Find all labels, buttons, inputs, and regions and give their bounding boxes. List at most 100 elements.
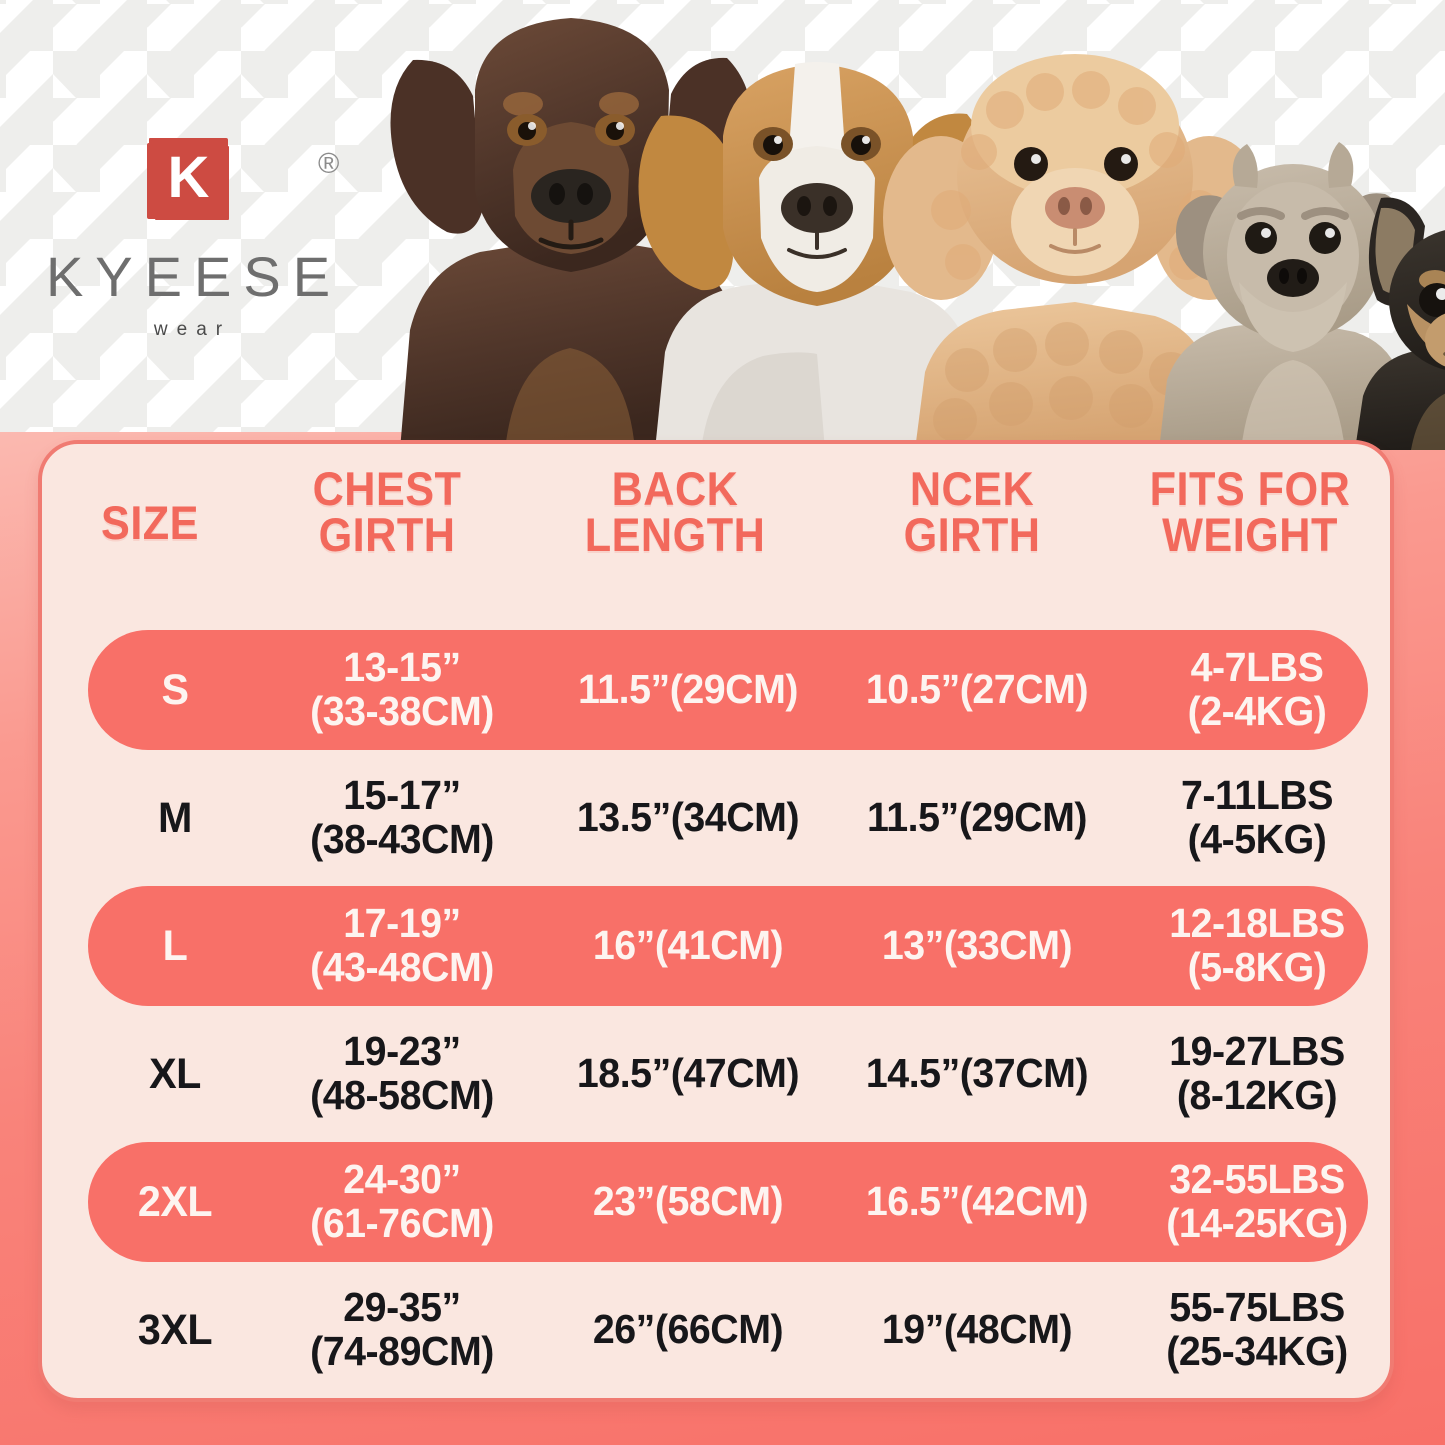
dog-beagle xyxy=(638,62,993,450)
column-header-neck-line2: GIRTH xyxy=(903,508,1041,562)
cell-chest-girth-line: 24-30” xyxy=(343,1156,461,1203)
cell-neck-girth-line: 13”(33CM) xyxy=(881,922,1073,969)
cell-size: M xyxy=(84,754,266,882)
cell-chest-girth-line: (74-89CM) xyxy=(310,1328,494,1374)
cell-fits-for-weight-line: 19-27LBS xyxy=(1169,1028,1345,1075)
cell-neck-girth: 16.5”(42CM) xyxy=(838,1138,1116,1266)
brand-logo: ® K KYEESE wear xyxy=(28,140,348,341)
cell-neck-girth-line: 19”(48CM) xyxy=(881,1306,1073,1353)
cell-back-length-line: 18.5”(47CM) xyxy=(576,1050,800,1097)
cell-back-length-line: 23”(58CM) xyxy=(592,1178,784,1225)
cell-chest-girth: 19-23” (48-58CM) xyxy=(258,1010,546,1138)
cell-fits-for-weight: 19-27LBS (8-12KG) xyxy=(1118,1010,1390,1138)
cell-size: S xyxy=(84,626,266,754)
cell-neck-girth: 19”(48CM) xyxy=(838,1266,1116,1394)
column-header-weight-line2: WEIGHT xyxy=(1162,508,1338,562)
cell-fits-for-weight: 12-18LBS (5-8KG) xyxy=(1118,882,1390,1010)
column-header-fits-for-weight: FITS FOR WEIGHT xyxy=(1112,465,1388,562)
cell-chest-girth-line: (33-38CM) xyxy=(310,688,494,734)
cell-fits-for-weight-line: 32-55LBS xyxy=(1169,1156,1345,1203)
column-header-back-line2: LENGTH xyxy=(584,508,766,562)
cell-chest-girth-line: (48-58CM) xyxy=(310,1072,494,1118)
cell-size-line: 3XL xyxy=(137,1306,213,1354)
cell-chest-girth-line: 15-17” xyxy=(343,772,461,819)
cell-fits-for-weight: 7-11LBS (4-5KG) xyxy=(1118,754,1390,882)
cell-fits-for-weight-line: 55-75LBS xyxy=(1169,1284,1345,1331)
column-header-chest-girth: CHEST GIRTH xyxy=(249,465,525,562)
dog-chihuahua xyxy=(1355,197,1445,450)
cell-size: XL xyxy=(84,1010,266,1138)
cell-fits-for-weight-line: (14-25KG) xyxy=(1166,1200,1348,1246)
cell-chest-girth-line: 13-15” xyxy=(343,644,461,691)
table-row: S 13-15” (33-38CM) 11.5”(29CM) 10.5”(27CM) 4-… xyxy=(42,626,1390,754)
cell-back-length-line: 13.5”(34CM) xyxy=(576,794,800,841)
cell-chest-girth: 29-35” (74-89CM) xyxy=(258,1266,546,1394)
cell-size-line: L xyxy=(162,922,188,970)
cell-chest-girth-line: (61-76CM) xyxy=(310,1200,494,1246)
registered-trademark-icon: ® xyxy=(318,148,340,180)
size-chart-rows: S 13-15” (33-38CM) 11.5”(29CM) 10.5”(27CM) 4-… xyxy=(42,626,1390,1394)
table-row: XL 19-23” (48-58CM) 18.5”(47CM) 14.5”(37CM) 1… xyxy=(42,1010,1390,1138)
cell-chest-girth-line: (43-48CM) xyxy=(310,944,494,990)
table-row: 2XL 24-30” (61-76CM) 23”(58CM) 16.5”(42CM) 32… xyxy=(42,1138,1390,1266)
cell-back-length: 16”(41CM) xyxy=(544,882,832,1010)
column-header-chest-line2: GIRTH xyxy=(318,508,456,562)
cell-back-length: 13.5”(34CM) xyxy=(544,754,832,882)
cell-neck-girth: 13”(33CM) xyxy=(838,882,1116,1010)
row-highlight-pill xyxy=(88,1142,1368,1262)
cell-chest-girth: 24-30” (61-76CM) xyxy=(258,1138,546,1266)
cell-fits-for-weight-line: 7-11LBS xyxy=(1181,772,1333,819)
cell-neck-girth-line: 16.5”(42CM) xyxy=(865,1178,1089,1225)
cell-fits-for-weight-line: 12-18LBS xyxy=(1169,900,1345,947)
table-row: L 17-19” (43-48CM) 16”(41CM) 13”(33CM) 12-18L… xyxy=(42,882,1390,1010)
cell-neck-girth-line: 11.5”(29CM) xyxy=(866,794,1088,841)
column-header-chest-line1: CHEST xyxy=(312,462,462,515)
cell-neck-girth: 14.5”(37CM) xyxy=(838,1010,1116,1138)
cell-chest-girth: 13-15” (33-38CM) xyxy=(258,626,546,754)
cell-size-line: XL xyxy=(149,1050,201,1098)
dogs-photo xyxy=(390,18,1445,450)
cell-chest-girth-line: (38-43CM) xyxy=(310,816,494,862)
table-header-row: SIZE CHEST GIRTH BACK LENGTH NCEK GIRTH … xyxy=(42,444,1390,626)
column-header-back-length: BACK LENGTH xyxy=(537,465,813,562)
cell-chest-girth-line: 29-35” xyxy=(343,1284,461,1331)
cell-chest-girth-line: 17-19” xyxy=(343,900,461,947)
cell-back-length: 23”(58CM) xyxy=(544,1138,832,1266)
cell-size: L xyxy=(84,882,266,1010)
cell-fits-for-weight-line: (8-12KG) xyxy=(1176,1072,1338,1118)
cell-fits-for-weight-line: 4-7LBS xyxy=(1190,644,1324,691)
cell-fits-for-weight: 32-55LBS (14-25KG) xyxy=(1118,1138,1390,1266)
cell-back-length: 26”(66CM) xyxy=(544,1266,832,1394)
cell-size-line: M xyxy=(158,794,192,842)
dog-poodle xyxy=(883,54,1267,450)
cell-chest-girth: 17-19” (43-48CM) xyxy=(258,882,546,1010)
brand-tagline: wear xyxy=(153,319,232,340)
cell-size-line: 2XL xyxy=(137,1178,213,1226)
cell-fits-for-weight-line: (2-4KG) xyxy=(1187,688,1327,734)
table-row: M 15-17” (38-43CM) 13.5”(34CM) 11.5”(29CM) 7-… xyxy=(42,754,1390,882)
cell-neck-girth-line: 14.5”(37CM) xyxy=(865,1050,1089,1097)
table-row: 3XL 29-35” (74-89CM) 26”(66CM) 19”(48CM) 55-7… xyxy=(42,1266,1390,1394)
cell-fits-for-weight-line: (5-8KG) xyxy=(1187,944,1327,990)
column-header-size: SIZE xyxy=(101,496,199,549)
logo-letter: K xyxy=(167,145,210,210)
cell-fits-for-weight: 55-75LBS (25-34KG) xyxy=(1118,1266,1390,1394)
brand-name: KYEESE xyxy=(45,245,343,308)
cell-size-line: S xyxy=(161,666,189,714)
column-header-neck-girth: NCEK GIRTH xyxy=(843,465,1101,562)
row-highlight-pill xyxy=(88,630,1368,750)
cell-back-length-line: 26”(66CM) xyxy=(592,1306,784,1353)
column-header-weight-line1: FITS FOR xyxy=(1149,462,1351,515)
column-header-back-line1: BACK xyxy=(611,462,739,515)
row-highlight-pill xyxy=(88,886,1368,1006)
cell-back-length-line: 11.5”(29CM) xyxy=(577,666,799,713)
cell-back-length: 18.5”(47CM) xyxy=(544,1010,832,1138)
dog-schnauzer xyxy=(1159,142,1409,450)
cell-chest-girth-line: 19-23” xyxy=(343,1028,461,1075)
cell-fits-for-weight: 4-7LBS (2-4KG) xyxy=(1118,626,1390,754)
cell-back-length: 11.5”(29CM) xyxy=(544,626,832,754)
cell-neck-girth-line: 10.5”(27CM) xyxy=(865,666,1089,713)
column-header-neck-line1: NCEK xyxy=(909,462,1035,515)
cell-back-length-line: 16”(41CM) xyxy=(592,922,784,969)
